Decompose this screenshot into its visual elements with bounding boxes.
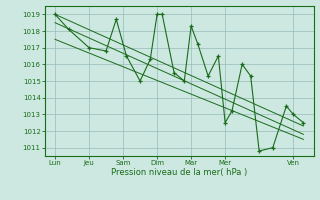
- X-axis label: Pression niveau de la mer( hPa ): Pression niveau de la mer( hPa ): [111, 168, 247, 177]
